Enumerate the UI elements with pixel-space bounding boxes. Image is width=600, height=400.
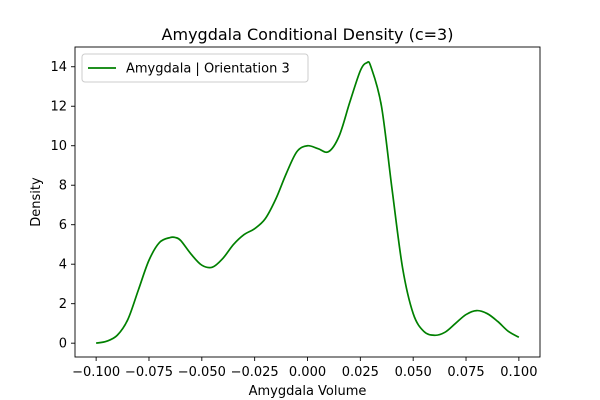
x-tick-label: 0.000 — [289, 365, 326, 380]
y-tick-label: 10 — [50, 139, 67, 154]
legend: Amygdala | Orientation 3 — [81, 53, 309, 83]
y-tick-label: 6 — [59, 218, 67, 233]
y-axis-label: Density — [29, 177, 44, 227]
y-tick-label: 12 — [50, 100, 67, 115]
x-tick-label: −0.075 — [125, 365, 173, 380]
x-axis-label: Amygdala Volume — [249, 384, 367, 399]
x-tick-label: −0.025 — [231, 365, 279, 380]
x-axis-ticks: −0.100 −0.075 −0.050 −0.025 0.000 0.025 0.050 0… — [72, 357, 537, 380]
x-tick-label: 0.075 — [447, 365, 484, 380]
x-tick-label: 0.100 — [500, 365, 537, 380]
y-tick-label: 4 — [59, 258, 67, 273]
y-tick-label: 2 — [59, 297, 67, 312]
chart-title: Amygdala Conditional Density (c=3) — [162, 25, 454, 44]
y-tick-label: 14 — [50, 60, 67, 75]
y-axis-ticks: 0 2 4 6 8 10 12 14 — [50, 60, 75, 352]
plot-frame — [74, 46, 541, 358]
x-tick-label: −0.100 — [72, 365, 120, 380]
legend-box — [81, 53, 309, 83]
y-tick-label: 0 — [59, 337, 67, 352]
legend-label: Amygdala | Orientation 3 — [126, 62, 290, 77]
x-tick-label: 0.050 — [395, 365, 432, 380]
x-tick-label: −0.050 — [178, 365, 226, 380]
series-line-amygdala-orientation-3 — [95, 60, 520, 345]
x-tick-label: 0.025 — [342, 365, 379, 380]
y-tick-label: 8 — [59, 179, 67, 194]
